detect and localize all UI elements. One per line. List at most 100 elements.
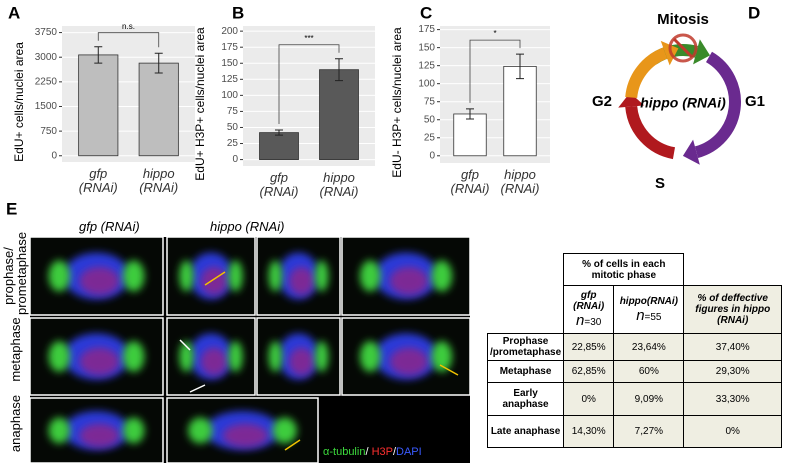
table-cell: 37,40% (683, 333, 782, 361)
tubulin-signal (431, 260, 453, 292)
y-tick-label: 2250 (35, 76, 58, 87)
micrograph (166, 236, 256, 316)
table-cell: 29,30% (683, 360, 782, 383)
error-bar (335, 58, 343, 82)
pointer-arrow (439, 364, 459, 376)
bar (453, 113, 487, 157)
table-cell: 23,64% (613, 333, 685, 361)
tubulin-signal (123, 260, 145, 292)
panel-label: E (6, 199, 17, 218)
tubulin-signal (359, 260, 381, 292)
tubulin-signal (48, 260, 70, 292)
column-header: % of deffective figures in hippo (RNAi) (683, 285, 782, 334)
n-value: =55 (644, 311, 662, 323)
bar (138, 62, 179, 157)
y-tick-label: 75 (227, 106, 239, 117)
y-axis-label: EdU- H3P+ cells/nuclei area (390, 27, 404, 178)
pointer-arrow (204, 271, 226, 286)
y-tick-label: 125 (221, 74, 238, 85)
x-tick-label: gfp (RNAi) (450, 167, 490, 196)
micrograph (29, 397, 164, 463)
y-axis-label: EdU+ cells/nuclei area (12, 42, 26, 162)
y-tick-label: 150 (221, 58, 238, 69)
error-bar (466, 108, 474, 120)
y-tick-label: 3750 (35, 27, 58, 38)
micrograph (341, 317, 471, 396)
micrograph (341, 236, 471, 316)
x-tick-label: hippo (RNAi) (319, 170, 359, 199)
y-tick-label: 3000 (35, 52, 58, 63)
y-tick-label: 25 (424, 132, 436, 143)
s-arrowhead (618, 92, 645, 108)
y-tick-label: 750 (40, 126, 57, 137)
tubulin-signal (228, 260, 243, 292)
stain-legend-item: DAPI (396, 446, 422, 458)
column-header: gfp (RNAi) n=30 (563, 285, 615, 334)
tubulin-signal (179, 341, 194, 372)
cycle-phase: S (655, 175, 665, 192)
tubulin-signal (268, 260, 282, 292)
micrograph (166, 397, 319, 463)
significance-label: n.s. (122, 22, 135, 31)
micrograph (256, 317, 341, 396)
column-label: % of deffective figures in hippo (RNAi) (695, 293, 771, 326)
y-tick-label: 25 (227, 138, 239, 149)
row-label: anaphase (7, 394, 23, 453)
table-cell: 7,27% (613, 415, 685, 448)
table-cell: 22,85% (563, 333, 615, 361)
x-tick-label: gfp (RNAi) (78, 166, 118, 195)
micrograph (29, 317, 164, 396)
x-tick-label: gfp (RNAi) (259, 170, 299, 199)
y-axis-label: EdU+ H3P+ cells/nuclei area (193, 27, 207, 181)
y-tick-label: 0 (232, 154, 238, 165)
tubulin-signal (315, 260, 329, 292)
column-header: gfp (RNAi) (79, 219, 140, 234)
g2-arrow (625, 47, 668, 99)
h3p-signal (79, 347, 120, 376)
mitosis-arrowhead (693, 39, 710, 65)
h3p-signal (200, 266, 228, 296)
row-header: Early anaphase (486, 382, 565, 416)
significance-bracket (278, 44, 340, 125)
cycle-phase: G1 (745, 93, 765, 110)
tubulin-signal (48, 341, 70, 372)
y-tick-label: 150 (418, 42, 435, 53)
error-bar (154, 52, 163, 74)
column-header: hippo (RNAi) (210, 219, 285, 234)
tubulin-signal (315, 341, 329, 372)
column-label: gfp (RNAi) (573, 290, 605, 312)
bar (319, 69, 359, 160)
stain-legend-item: H3P (372, 446, 393, 458)
micrograph (29, 236, 164, 316)
y-tick-label: 50 (227, 122, 239, 133)
n-value: =30 (584, 317, 602, 328)
panel-label: D (748, 3, 760, 22)
bar (78, 54, 119, 157)
row-label: metaphase (7, 317, 23, 382)
table-row: Late anaphase 14,30% 7,27% 0% (486, 415, 782, 448)
pointer-arrow (179, 339, 191, 351)
n-symbol: n (576, 312, 585, 329)
y-tick-label: 0 (51, 150, 57, 161)
table-cell: 9,09% (613, 382, 685, 416)
h3p-signal (389, 266, 429, 296)
y-tick-label: 100 (418, 78, 435, 89)
n-symbol: n (636, 306, 645, 324)
y-tick-label: 0 (429, 150, 435, 161)
cycle-title: Mitosis (657, 11, 709, 28)
h3p-signal (200, 347, 228, 376)
table-row: Prophase /prometaphase 22,85% 23,64% 37,40% (486, 333, 782, 361)
stain-legend-item: / (393, 446, 397, 458)
empty-cell (488, 254, 564, 286)
table-title: % of cells in each mitotic phase (563, 253, 685, 286)
table-row: Metaphase 62,85% 60% 29,30% (486, 360, 782, 383)
h3p-signal (79, 423, 120, 448)
row-label: prophase/ prometaphase (1, 231, 29, 315)
table-row: Early anaphase 0% 9,09% 33,30% (486, 382, 782, 416)
tubulin-signal (123, 417, 145, 444)
bar (503, 65, 537, 157)
pointer-arrow (189, 384, 206, 393)
y-tick-label: 175 (221, 42, 238, 53)
y-tick-label: 175 (418, 24, 435, 35)
